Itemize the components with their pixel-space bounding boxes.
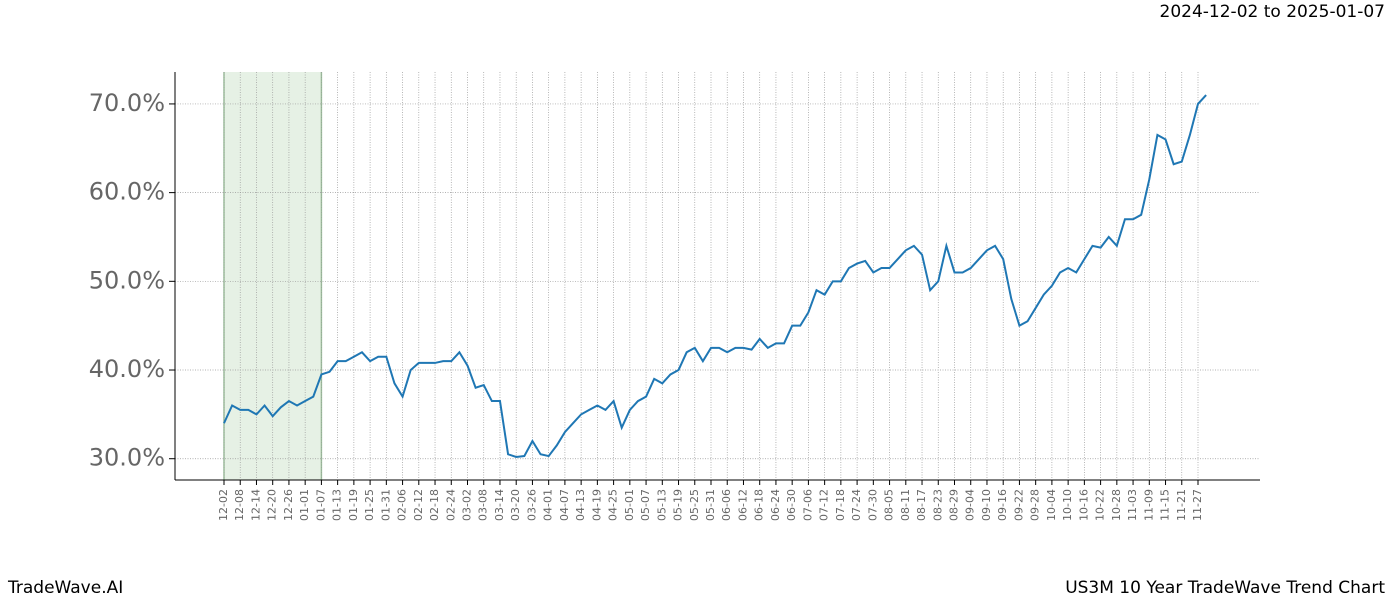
x-tick-label: 08-05 [883,489,896,521]
x-tick-label: 05-01 [623,489,636,521]
x-tick-label: 10-16 [1077,489,1090,521]
x-tick-label: 04-13 [574,489,587,521]
x-tick-label: 02-24 [444,489,457,521]
brand: TradeWave.AI [7,578,123,598]
x-tick-label: 06-06 [720,489,733,521]
x-tick-label: 09-28 [1029,489,1042,521]
x-tick-label: 04-07 [558,489,571,521]
x-tick-label: 11-21 [1175,489,1188,521]
x-tick-label: 03-14 [493,489,506,521]
x-tick-label: 08-23 [931,489,944,521]
x-tick-label: 01-31 [379,489,392,521]
x-tick-label: 03-20 [509,489,522,521]
y-tick-label: 70.0% [89,89,165,117]
x-tick-label: 01-19 [347,489,360,521]
x-tick-label: 09-10 [980,489,993,521]
x-tick-label: 08-29 [948,489,961,521]
x-tick-label: 11-09 [1142,489,1155,521]
x-tick-label: 12-14 [249,489,262,521]
x-tick-label: 08-17 [915,489,928,521]
x-tick-label: 02-06 [396,489,409,521]
x-tick-label: 10-28 [1110,489,1123,521]
x-tick-label: 12-26 [282,489,295,521]
x-tick-label: 05-25 [688,489,701,521]
x-tick-label: 05-31 [704,489,717,521]
x-tick-label: 02-18 [428,489,441,521]
x-tick-label: 01-07 [314,489,327,521]
x-tick-label: 10-10 [1061,489,1074,521]
x-tick-label: 11-15 [1159,489,1172,521]
x-tick-label: 03-26 [525,489,538,521]
x-tick-label: 01-25 [363,489,376,521]
x-tick-label: 01-13 [331,489,344,521]
x-tick-label: 03-08 [477,489,490,521]
data-line [223,94,1207,458]
x-tick-label: 07-12 [818,489,831,521]
x-tick-label: 06-12 [736,489,749,521]
x-tick-label: 04-19 [590,489,603,521]
y-tick-label: 60.0% [89,178,165,206]
x-tick-label: 09-16 [996,489,1009,521]
x-tick-label: 11-03 [1126,489,1139,521]
x-tick-label: 04-01 [542,489,555,521]
x-tick-label: 02-12 [412,489,425,521]
chart-subtitle: 2024-12-02 to 2025-01-07 [1160,2,1385,22]
x-tick-label: 07-30 [866,489,879,521]
x-tick-label: 05-07 [639,489,652,521]
x-tick-label: 07-18 [834,489,847,521]
x-tick-label: 11-27 [1191,489,1204,521]
x-tick-label: 06-24 [769,489,782,521]
x-tick-label: 01-01 [298,489,311,521]
x-tick-label: 03-02 [461,489,474,521]
x-tick-label: 07-24 [850,489,863,521]
x-tick-label: 07-06 [801,489,814,521]
x-tick-label: 12-02 [217,489,230,521]
x-tick-label: 10-22 [1094,489,1107,521]
x-tick-label: 05-13 [655,489,668,521]
x-tick-label: 12-20 [266,489,279,521]
x-tick-label: 09-22 [1012,489,1025,521]
y-tick-label: 40.0% [89,355,165,383]
x-tick-label: 04-25 [607,489,620,521]
x-tick-label: 09-04 [964,489,977,521]
x-tick-label: 06-18 [753,489,766,521]
x-tick-label: 12-08 [233,489,246,521]
x-tick-label: 05-19 [672,489,685,521]
x-tick-label: 06-30 [785,489,798,521]
x-tick-label: 10-04 [1045,489,1058,521]
y-tick-label: 30.0% [89,444,165,472]
y-tick-label: 50.0% [89,266,165,294]
chart-title: US3M 10 Year TradeWave Trend Chart [1065,578,1385,598]
x-tick-label: 08-11 [899,489,912,521]
highlight-band [224,72,322,480]
